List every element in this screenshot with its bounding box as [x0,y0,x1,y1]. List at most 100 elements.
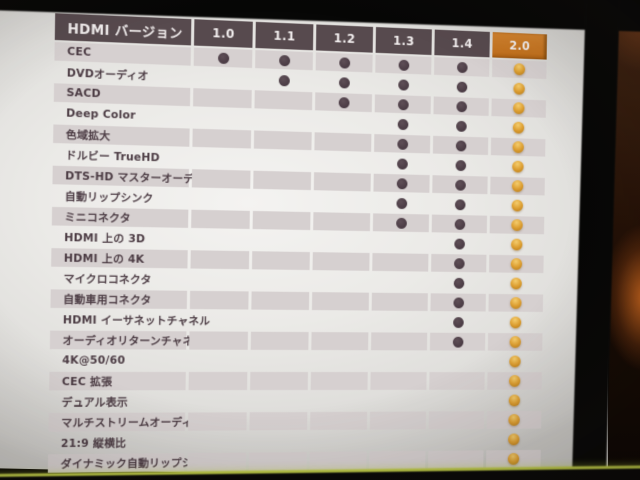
table-title-cell: HDMI バージョン [54,13,192,46]
support-cell [190,250,250,270]
supported-dot-gold-icon [511,180,524,193]
support-cell [370,372,427,390]
supported-dot-icon [338,76,350,89]
support-cell [193,88,252,109]
support-cell [374,154,430,173]
support-cell [488,293,544,312]
feature-label: 4K@50/60 [62,354,126,367]
support-cell [249,412,308,431]
supported-dot-gold-icon [508,414,520,426]
feature-label: 自動車用コネクタ [50,289,188,310]
support-cell [372,273,428,291]
support-cell [250,392,308,410]
support-cell [314,132,372,152]
supported-dot-icon [456,61,468,73]
support-cell [310,372,368,391]
support-cell [313,212,371,232]
support-cell [191,189,250,208]
supported-dot-icon [396,157,408,170]
support-cell [312,252,370,271]
supported-dot-icon [455,159,466,171]
feature-label: 21:9 縦横比 [60,436,127,450]
support-cell [250,331,309,351]
support-cell [430,293,486,312]
supported-dot-gold-icon [512,121,525,134]
feature-label: 色域拡大 [53,124,190,147]
supported-dot-gold-icon [508,394,521,407]
support-cell [369,450,426,470]
support-cell [191,169,251,189]
support-cell [192,128,252,149]
support-cell [374,114,430,134]
support-cell [487,372,542,390]
support-cell [432,175,488,195]
supported-dot-icon [395,197,407,209]
support-cell [371,352,427,370]
support-cell [371,332,428,351]
supported-dot-icon [278,74,290,86]
support-cell [428,411,485,430]
support-cell [193,68,252,88]
supported-dot-icon [453,238,465,250]
support-cell [189,290,249,310]
version-header-1.2: 1.2 [315,24,374,53]
feature-label: マイクロコネクタ [63,272,152,286]
support-cell [430,313,485,331]
version-header-1.1: 1.1 [255,21,314,51]
support-cell [430,352,485,370]
support-cell [432,195,487,214]
support-cell [434,57,490,77]
supported-dot-icon [454,198,466,210]
support-cell [315,72,372,92]
support-cell [191,209,250,230]
supported-dot-icon [452,296,464,308]
support-cell [189,331,248,350]
supported-dot-gold-icon [509,336,521,348]
support-cell [491,118,546,137]
support-cell [491,98,547,118]
supported-dot-gold-icon [512,141,524,154]
support-cell [486,430,541,448]
support-cell [255,50,313,71]
support-cell [251,291,310,311]
support-cell [374,94,431,115]
support-cell [253,191,311,210]
support-cell [490,176,545,196]
support-cell [187,412,247,431]
support-cell [248,452,307,471]
support-cell [190,271,249,290]
support-cell [252,231,310,250]
support-cell [315,112,372,132]
supported-dot-icon [453,257,465,269]
supported-dot-icon [217,52,229,64]
supported-dot-gold-icon [508,433,520,446]
support-cell [491,157,546,176]
feature-label: ミニコネクタ [51,206,189,228]
support-cell [254,90,313,111]
support-cell [255,70,313,90]
support-cell [311,332,369,351]
support-cell [249,432,307,451]
support-cell [251,251,310,271]
supported-dot-gold-icon [508,375,521,387]
support-cell [314,152,371,171]
feature-label: CEC 拡張 [49,371,186,391]
support-cell [428,431,483,449]
feature-label: CEC [54,42,191,66]
supported-dot-icon [396,138,408,150]
support-cell [192,149,251,169]
support-cell [311,352,368,370]
support-cell [189,352,248,370]
supported-dot-icon [454,179,466,191]
support-cell [252,210,311,231]
supported-dot-gold-icon [509,355,521,368]
supported-dot-icon [397,98,409,110]
support-cell [253,130,312,151]
support-cell [431,274,486,292]
feature-label: オーディオリターンチャネル [49,330,204,350]
supported-dot-icon [397,78,409,91]
support-cell [313,192,370,211]
supported-dot-icon [338,56,350,69]
support-cell [369,411,427,430]
feature-label: HDMI 上の 3D [64,231,146,245]
